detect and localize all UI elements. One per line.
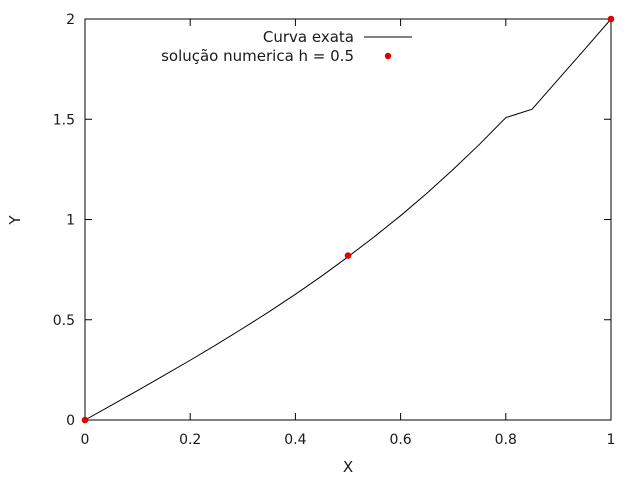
y-tick-label: 0 [66, 413, 75, 429]
x-tick-label: 0.6 [389, 432, 411, 448]
x-tick-label: 0.8 [495, 432, 517, 448]
ticks [84, 18, 612, 421]
x-tick-label: 0.4 [284, 432, 306, 448]
y-tick-label: 2 [66, 12, 75, 28]
y-tick-label: 1.5 [53, 112, 75, 128]
legend-label-numeric: solução numerica h = 0.5 [161, 47, 354, 65]
y-tick-label: 1 [66, 213, 75, 229]
y-axis-label: Y [6, 215, 24, 226]
legend: Curva exata solução numerica h = 0.5 [161, 28, 412, 65]
data-point-numeric [344, 252, 352, 259]
data-point-numeric [607, 15, 615, 23]
x-axis-label: X [343, 458, 353, 476]
legend-swatch-numeric [384, 52, 392, 60]
x-tick-label: 0 [81, 432, 90, 448]
series-line-exact [84, 18, 612, 421]
plot-frame [84, 18, 612, 421]
data-point-numeric [81, 416, 89, 424]
x-tick-label: 1 [607, 432, 616, 448]
y-tick-label: 0.5 [53, 313, 75, 329]
tick-labels: 0 0.2 0.4 0.6 0.8 1 0 0.5 1 1.5 2 [53, 12, 616, 448]
x-tick-label: 0.2 [179, 432, 201, 448]
legend-label-exact: Curva exata [263, 28, 354, 46]
series-layer [81, 15, 615, 424]
